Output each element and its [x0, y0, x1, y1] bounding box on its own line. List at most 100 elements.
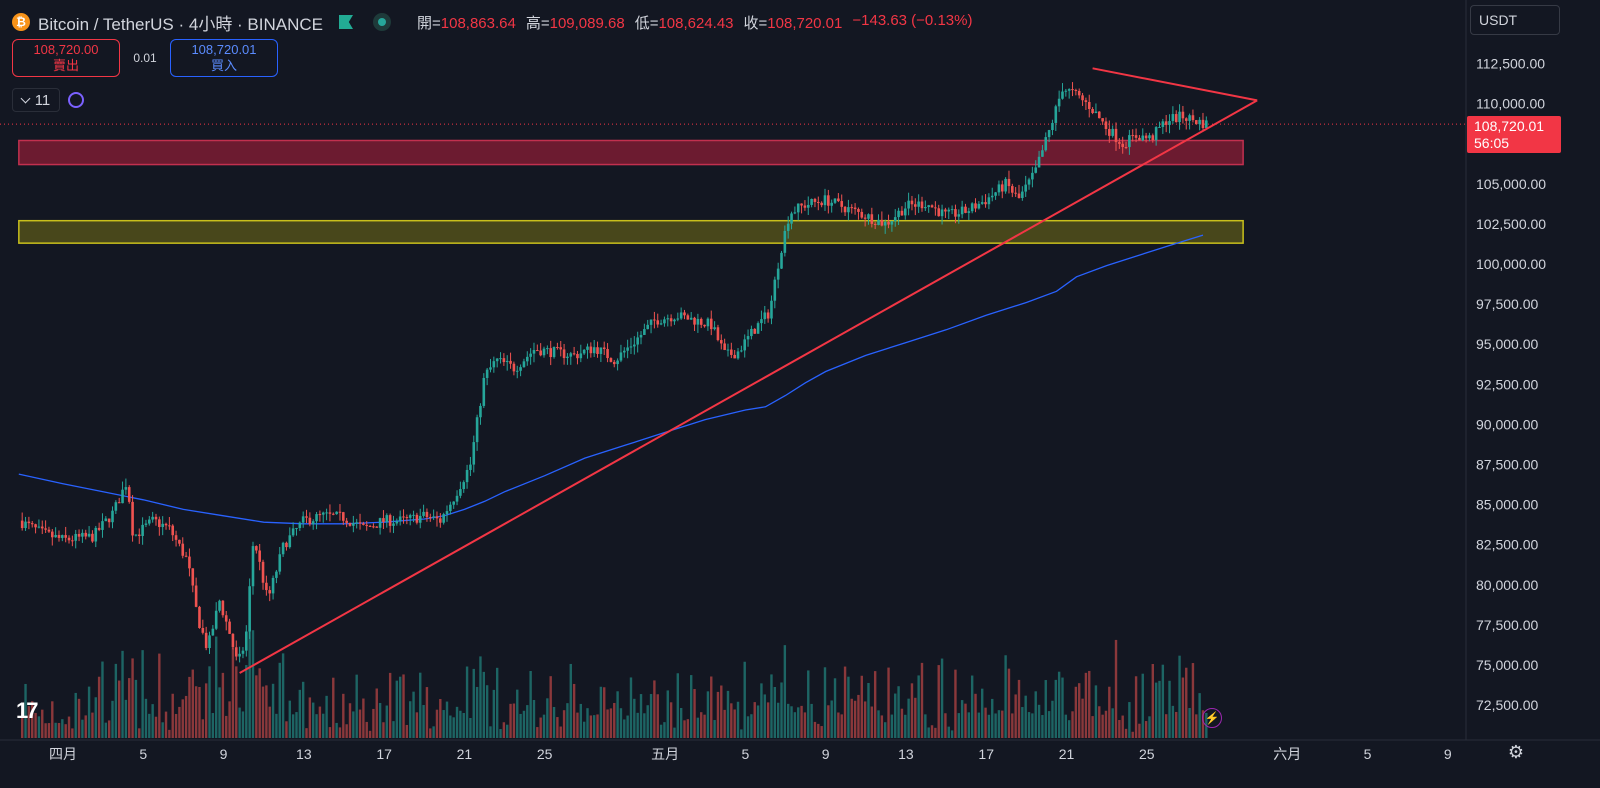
- volume-bar: [991, 698, 994, 738]
- volume-bar: [235, 666, 238, 738]
- volume-bar: [937, 665, 940, 738]
- volume-bar: [27, 706, 31, 738]
- volume-bar: [1188, 707, 1191, 738]
- volume-bar: [589, 715, 593, 738]
- indicators-toggle[interactable]: 11: [12, 88, 60, 112]
- candle-body: [1017, 193, 1021, 198]
- price-axis[interactable]: 72,500.00 75,000.00 77,500.00 80,000.00 82,5…: [1476, 56, 1546, 714]
- candle-body: [234, 647, 238, 657]
- sell-button[interactable]: 108,720.00 賣出: [12, 39, 120, 77]
- volume-bar: [37, 716, 41, 738]
- settings-gear-icon[interactable]: ⚙: [1507, 741, 1525, 762]
- time-axis[interactable]: 四月 5 9 13 17 21 25 五月 5 9 13 17 21 25 六月 5 9: [49, 746, 1452, 762]
- volume-bar: [981, 688, 984, 738]
- candle-body: [34, 524, 37, 528]
- buy-button[interactable]: 108,720.01 買入: [170, 39, 278, 77]
- last-price-value: 108,720.01: [1474, 118, 1545, 134]
- candle-body: [499, 358, 502, 360]
- volume-bar: [1031, 713, 1034, 738]
- resistance-zone: [18, 139, 1244, 166]
- flag-icon[interactable]: [339, 15, 353, 29]
- candle-body: [954, 209, 957, 217]
- candle-body: [776, 268, 780, 280]
- volume-bar: [342, 693, 345, 738]
- candle-body: [402, 516, 405, 518]
- candle-body: [352, 523, 355, 526]
- candle-body: [1011, 186, 1014, 193]
- volume-bar: [967, 712, 971, 738]
- volume-bar: [74, 692, 77, 738]
- candle-body: [840, 201, 844, 207]
- candle-body: [1158, 126, 1161, 128]
- candle-body: [465, 469, 469, 483]
- candle-body: [970, 203, 974, 212]
- volume-bar: [184, 695, 188, 738]
- candle-body: [1064, 90, 1068, 92]
- candle-body: [770, 300, 773, 319]
- volume-bar: [375, 688, 378, 738]
- candle-body: [114, 502, 118, 511]
- candle-body: [796, 203, 800, 213]
- candle-body: [285, 542, 288, 548]
- candle-body: [1164, 121, 1168, 125]
- ohlc-high-value: 109,089.68: [549, 14, 625, 32]
- volume-bar: [977, 712, 981, 738]
- candle-body: [84, 532, 88, 537]
- volume-bar: [1098, 706, 1101, 738]
- symbol-title[interactable]: Bitcoin / TetherUS · 4小時 · BINANCE: [38, 14, 323, 34]
- volume-bar: [368, 730, 372, 738]
- candle-body: [412, 514, 415, 516]
- volume-bar: [884, 722, 887, 738]
- volume-bar: [837, 712, 840, 738]
- candle-body: [756, 323, 760, 334]
- ohlc-close-label: 收=: [743, 14, 768, 32]
- sync-icon[interactable]: [68, 92, 84, 108]
- candle-body: [562, 349, 566, 359]
- volume-bar: [793, 712, 797, 738]
- tradingview-logo[interactable]: 17: [16, 698, 39, 723]
- volume-bar: [847, 676, 850, 738]
- price-tick-label: 100,000.00: [1476, 256, 1546, 272]
- candle-body: [462, 482, 466, 490]
- volume-bar: [495, 667, 499, 738]
- volume-bar: [797, 707, 800, 738]
- candle-body: [659, 323, 663, 325]
- volume-bar: [499, 729, 502, 738]
- volume-bar: [54, 722, 57, 738]
- candle-body: [552, 347, 556, 358]
- currency-selector[interactable]: USDT: [1470, 5, 1560, 35]
- volume-bar: [920, 662, 924, 738]
- volume-bar: [445, 701, 449, 738]
- time-tick-label: 9: [220, 746, 228, 762]
- candle-body: [261, 561, 265, 583]
- volume-bar: [44, 723, 47, 738]
- candle-body: [716, 327, 720, 341]
- candle-body: [315, 514, 318, 522]
- candle-body: [368, 525, 372, 527]
- volume-bar: [465, 666, 469, 738]
- volume-bar: [352, 711, 355, 738]
- volume-bar: [228, 701, 231, 738]
- volume-bar: [984, 707, 987, 738]
- price-tick-label: 112,500.00: [1476, 56, 1545, 72]
- volume-bar: [786, 703, 790, 738]
- candle-body: [265, 582, 268, 591]
- lightning-icon[interactable]: ⚡: [1202, 708, 1222, 728]
- volume-bar: [542, 714, 546, 738]
- candle-body: [405, 517, 409, 519]
- candle-body: [572, 353, 576, 355]
- candle-body: [151, 516, 154, 520]
- volume-bar: [1191, 663, 1195, 738]
- volume-bar: [960, 700, 964, 738]
- volume-bar: [265, 685, 268, 738]
- candle-body: [1131, 135, 1135, 137]
- volume-bar: [917, 675, 920, 738]
- volume-bar: [970, 675, 974, 738]
- candle-body: [930, 205, 934, 208]
- candle-body: [1067, 89, 1071, 91]
- candle-body: [853, 207, 857, 210]
- volume-bar: [332, 677, 335, 738]
- last-price-badge: 108,720.01 56:05: [1467, 116, 1561, 153]
- volume-bar: [760, 683, 763, 738]
